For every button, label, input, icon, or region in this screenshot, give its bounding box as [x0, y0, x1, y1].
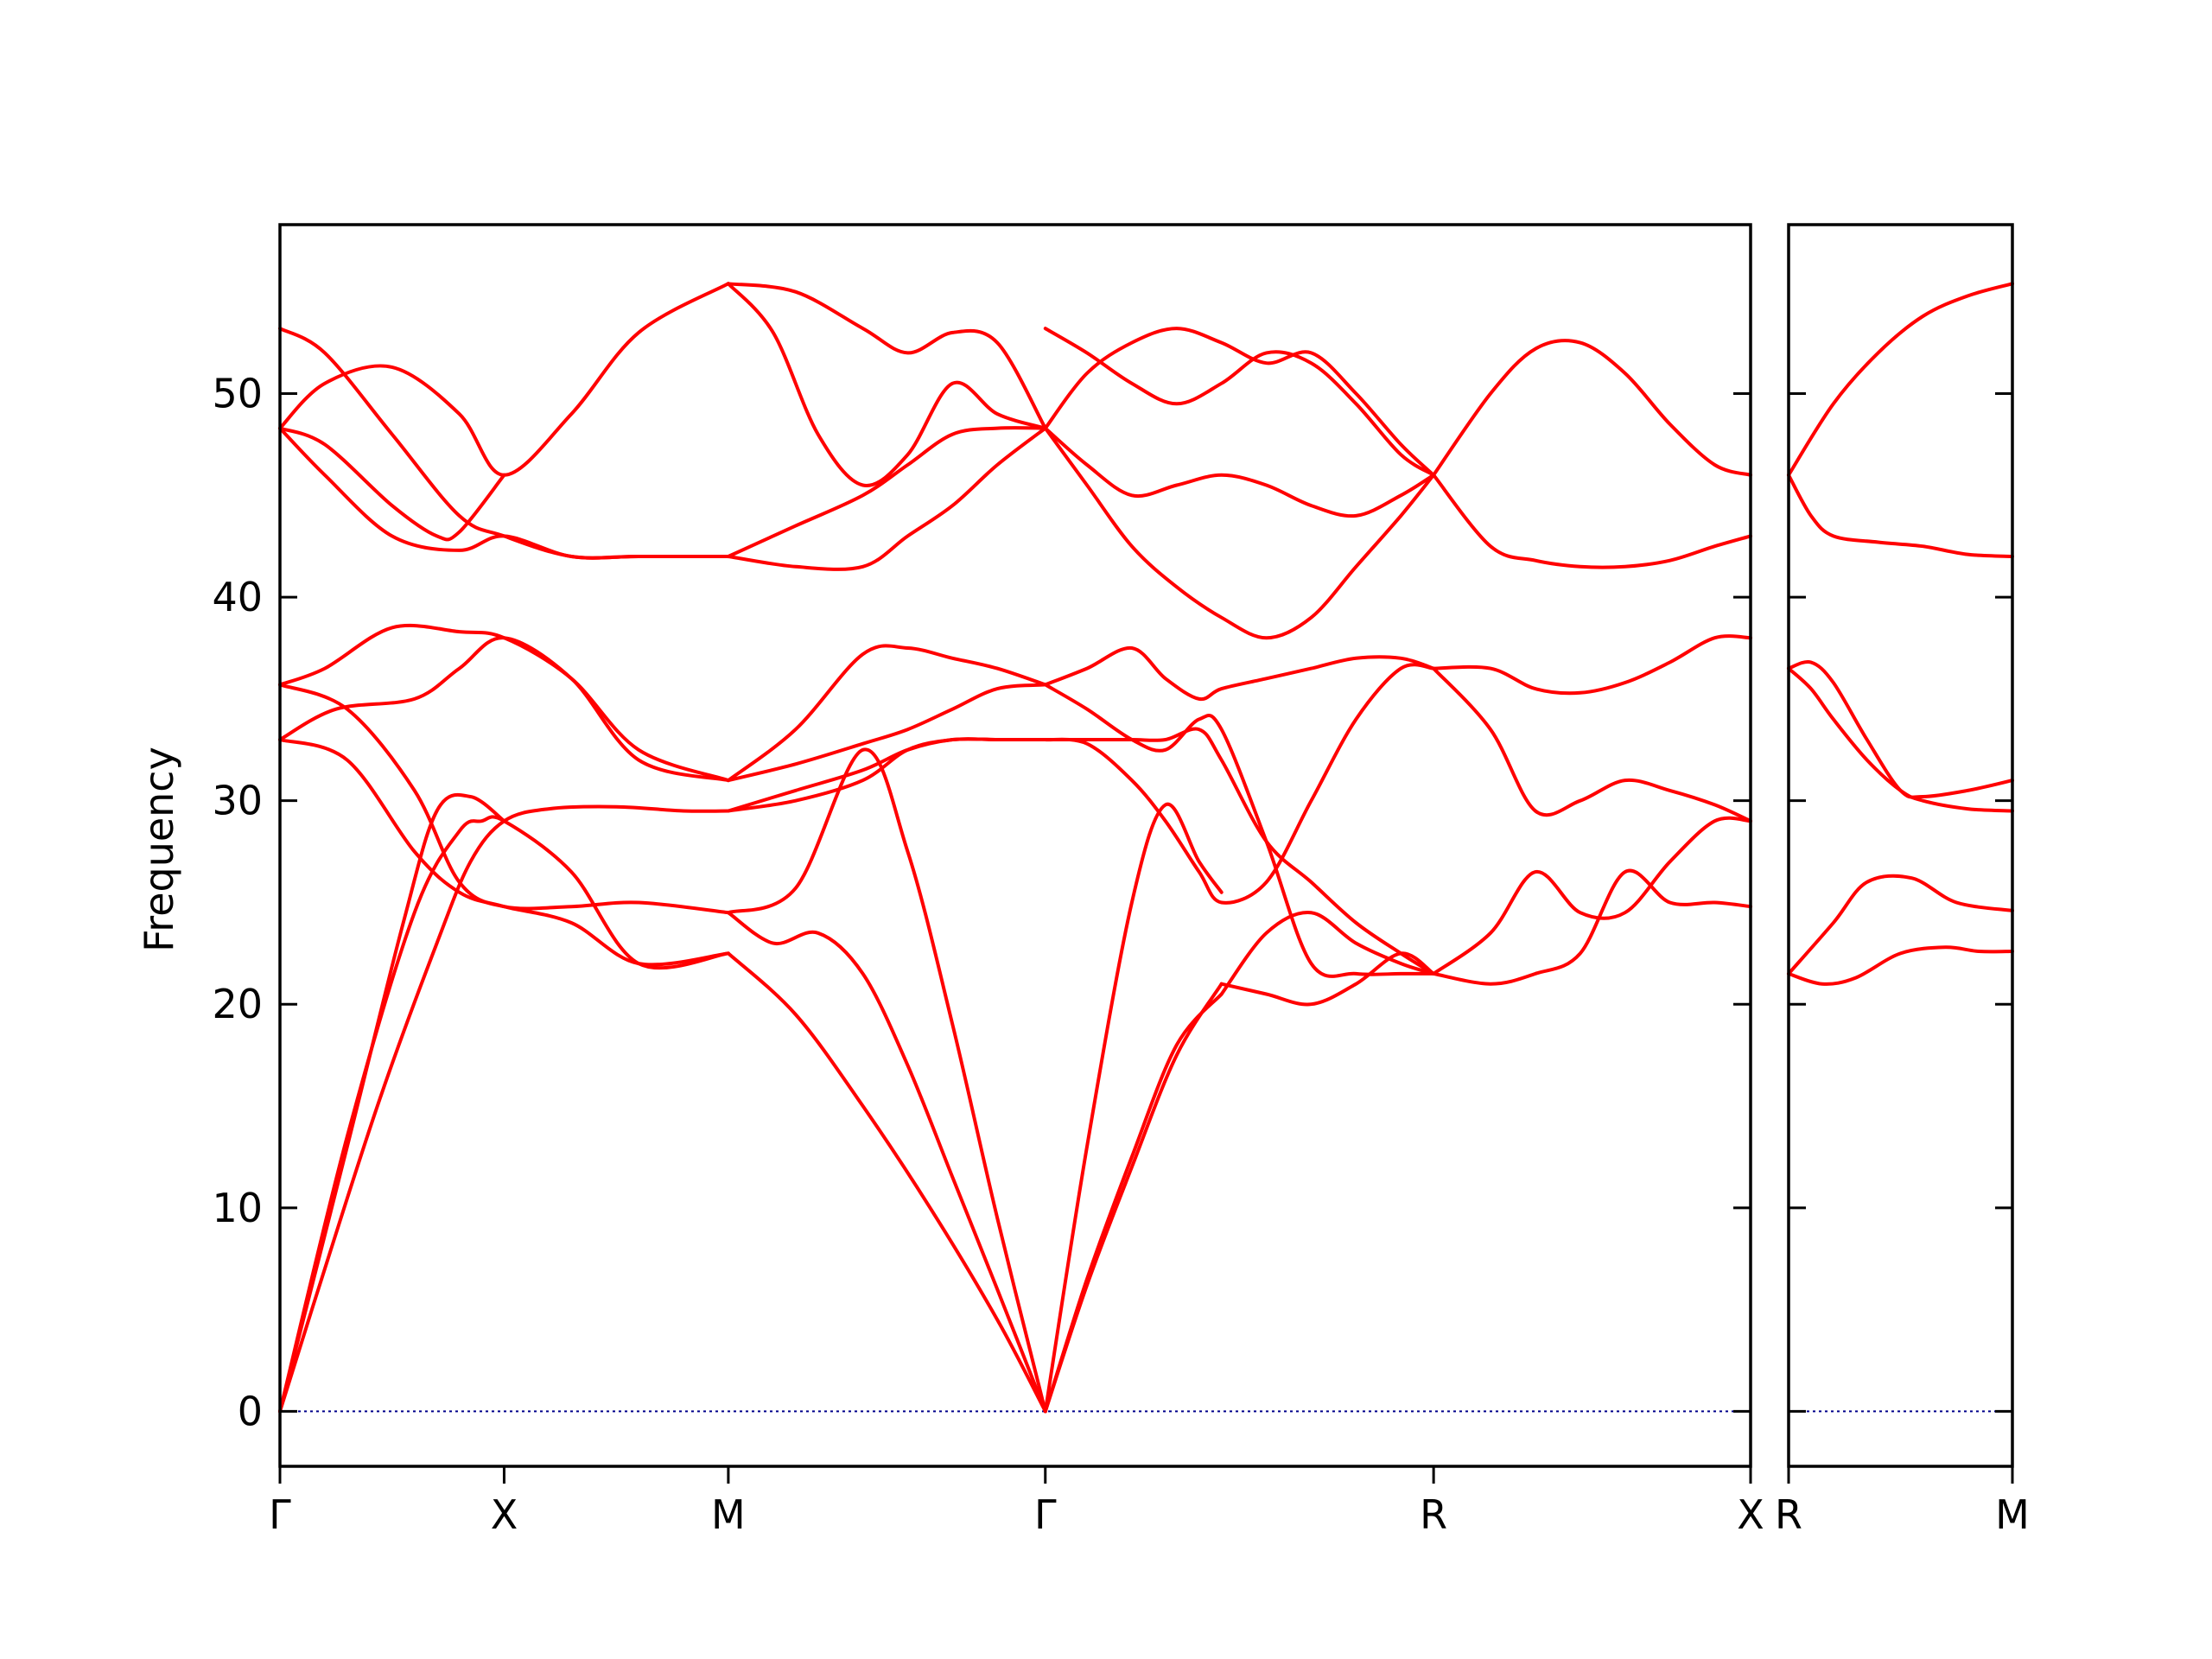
band-curve: [726, 683, 1047, 783]
band-curve: [1043, 683, 1436, 978]
band-curve: [1787, 666, 2014, 813]
band-curve: [726, 426, 1047, 558]
band-curve: [1787, 282, 2014, 477]
band-curve: [278, 738, 730, 967]
x-tick-label: M: [711, 1491, 746, 1538]
y-tick-label: 0: [238, 1388, 263, 1434]
band-curve: [726, 951, 1047, 1414]
axes-frame: [1787, 223, 2014, 1468]
band-curves: [278, 282, 2014, 1414]
band-curve: [1432, 473, 1752, 569]
band-curve: [1787, 874, 2014, 976]
axes-frame: [278, 223, 1752, 1468]
y-axis-label: Frequency: [136, 747, 182, 952]
band-curve: [1043, 327, 1436, 477]
band-curve: [1219, 911, 1436, 996]
band-curve: [726, 282, 1047, 487]
band-curve: [726, 282, 1047, 430]
band-curve: [278, 426, 730, 560]
x-tick-label: R: [1420, 1491, 1447, 1538]
band-curve: [1432, 868, 1752, 986]
band-curve: [1787, 659, 2014, 799]
band-curve: [1043, 727, 1436, 976]
band-curve: [1219, 951, 1436, 1007]
band-curve: [1432, 339, 1752, 477]
band-curve: [278, 683, 730, 915]
band-curve: [1787, 473, 2014, 558]
x-tick-label: M: [1995, 1491, 2030, 1538]
band-curve: [1043, 992, 1224, 1414]
band-curve: [1043, 327, 1436, 477]
band-curve: [278, 792, 506, 1414]
band-curve: [726, 426, 1047, 571]
band-curve: [1432, 666, 1752, 823]
band-curve: [1043, 982, 1224, 1414]
y-tick-label: 50: [212, 371, 263, 417]
y-tick-label: 30: [212, 778, 263, 824]
x-tick-label: R: [1775, 1491, 1802, 1538]
band-curve: [726, 747, 1047, 1414]
band-curve: [278, 623, 730, 783]
band-curve: [278, 426, 506, 542]
x-tick-label: Γ: [1034, 1491, 1057, 1538]
x-tick-label: X: [491, 1491, 518, 1538]
band-curve: [278, 804, 730, 1414]
y-tick-label: 10: [212, 1185, 263, 1231]
axis-ticks: [278, 392, 2014, 1484]
band-curve: [1043, 663, 1436, 905]
band-curve: [1043, 426, 1436, 640]
x-tick-label: X: [1737, 1491, 1764, 1538]
band-curve: [726, 737, 1047, 813]
band-curve: [726, 644, 1047, 783]
band-curve: [278, 815, 730, 1414]
band-curve: [726, 737, 1047, 813]
axes-frames: [278, 223, 2014, 1468]
band-curve: [278, 327, 730, 560]
band-curve: [1432, 634, 1752, 696]
band-curve: [1043, 426, 1436, 518]
band-curve: [278, 636, 730, 783]
band-curve: [1787, 945, 2014, 986]
band-curve: [1043, 802, 1224, 1414]
band-curve: [1043, 645, 1436, 702]
y-tick-label: 40: [212, 574, 263, 620]
band-curve: [726, 911, 1047, 1414]
x-tick-label: Γ: [269, 1491, 291, 1538]
band-curve: [1432, 816, 1752, 976]
y-tick-label: 20: [212, 981, 263, 1027]
band-curve: [278, 282, 730, 477]
